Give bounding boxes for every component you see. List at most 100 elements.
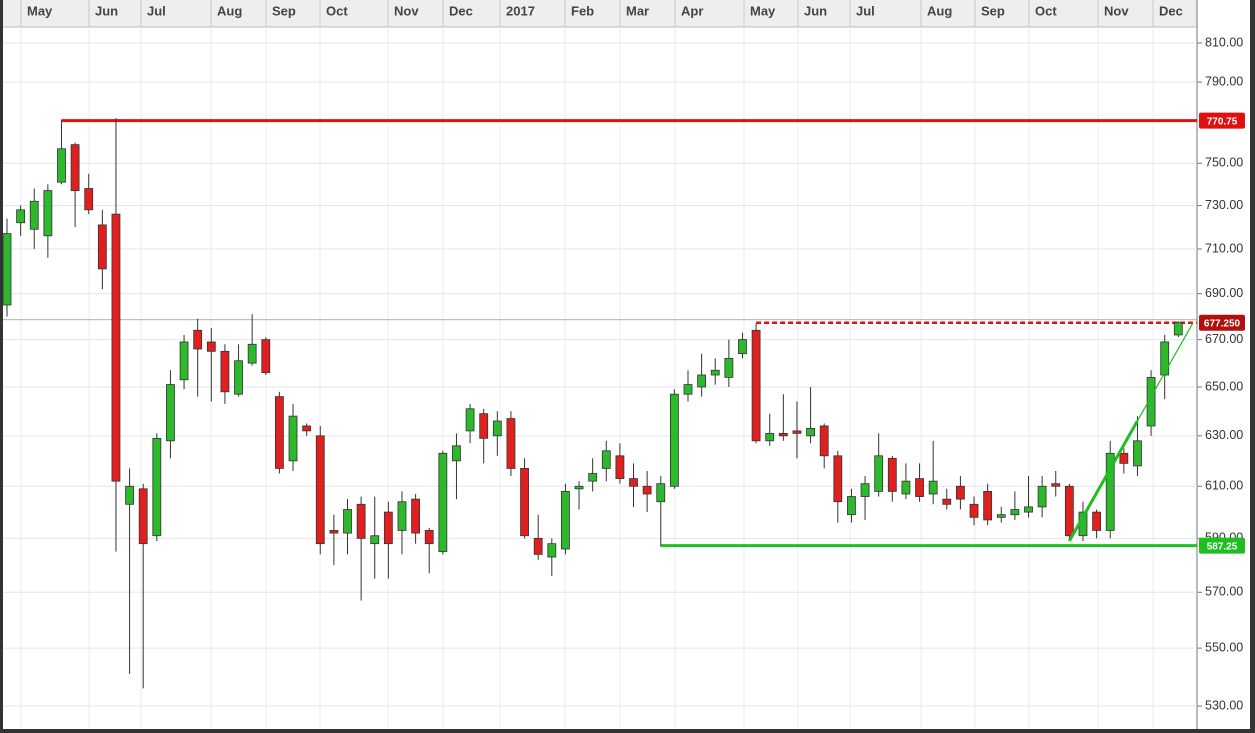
candle-body [111,213,121,482]
candle-body [629,478,638,487]
candle-body [915,478,924,497]
y-tick-label: 570.00 [1205,585,1243,599]
candle-body [1146,376,1156,427]
y-tick-label: 810.00 [1205,35,1243,49]
candle-body [860,483,870,497]
level-tag-box [1199,112,1245,129]
level-tag-box [1199,537,1245,554]
candle-body [247,343,257,364]
candle-body [138,488,148,545]
candle-body [261,339,271,374]
candle-body [397,501,407,531]
y-tick-label: 650.00 [1205,379,1243,393]
level-tag: 587.25 [1207,541,1238,552]
candle-body [1119,452,1129,464]
month-label: Nov [394,3,419,18]
trend-line-extension [1068,322,1194,542]
month-label: Jul [856,3,875,18]
candle-body [274,396,284,469]
month-label: Jun [804,3,827,18]
candle-body [29,200,39,230]
month-label: Sep [272,3,296,18]
candle-body [411,498,421,534]
candle-body [615,455,625,479]
candle-body [669,393,679,487]
candle-body [1024,506,1033,513]
candle-body [833,455,843,503]
y-tick-label: 690.00 [1205,286,1243,300]
candle-body [424,530,434,545]
candle-body [656,483,666,503]
month-label: Apr [681,3,703,18]
candle-body [874,455,884,492]
y-tick-label: 710.00 [1205,241,1243,255]
y-tick-label: 630.00 [1205,428,1243,442]
month-label: Sep [981,3,1005,18]
month-label: Oct [326,3,348,18]
candle-body [765,432,775,442]
month-label: 2017 [506,3,535,18]
candle-body [370,535,380,545]
candle-body [206,341,216,352]
candle-body [956,485,965,500]
candle-body [343,509,352,534]
candle-body [574,485,584,490]
y-tick-label: 530.00 [1205,698,1243,712]
y-tick-label: 730.00 [1205,198,1243,212]
candle-body [383,511,393,545]
candle-body [547,543,557,558]
y-tick-label: 550.00 [1205,640,1243,654]
month-label: May [750,3,776,18]
candle-body [819,425,829,457]
candle-body [942,498,952,505]
candle-body [561,490,570,550]
candle-body [683,384,693,395]
candle-body [847,496,856,516]
overlay [1068,322,1194,542]
candle-body [84,188,94,211]
y-tick-label: 670.00 [1205,332,1243,346]
candle-body [1010,509,1020,516]
candle-body [125,485,134,505]
candle-body [179,341,189,381]
month-label: Dec [1159,3,1183,18]
candle-body [16,209,26,224]
candle-body [738,339,747,355]
month-label: Aug [217,3,242,18]
levels [3,119,1197,548]
candle-body [969,503,979,518]
candle-body [193,329,203,350]
candle-body [166,384,175,442]
candle-body [43,190,53,237]
candle-body [1051,483,1061,487]
bottom-edge [0,729,1255,733]
candle-body [887,457,897,492]
candle-body [778,432,788,437]
candle-body [901,480,911,495]
month-label: May [27,3,53,18]
candle-body [1064,485,1074,537]
right-edge [1250,0,1255,733]
axes: May Jun Jul Aug Sep Oct Nov Dec 2017 Feb Mar Apr May… [20,0,1245,712]
last-price-tag-box [1199,314,1245,331]
candle-body [533,537,543,555]
candle-body [315,435,325,545]
last-price-tag: 677.250 [1204,318,1241,329]
candle-body [710,369,720,376]
month-label: Mar [626,3,649,18]
candle-body [57,148,66,183]
y-tick-label: 790.00 [1205,74,1243,88]
candle-body [220,350,230,393]
left-edge [0,0,3,733]
candle-body [928,480,938,495]
candle-body [1105,452,1115,531]
candle-body [452,445,461,462]
candle-body [1092,511,1101,531]
candle-body [97,224,107,270]
candle-body [70,144,80,192]
candle-body [234,360,243,395]
candle-body [506,418,516,469]
candle-body [492,420,502,437]
